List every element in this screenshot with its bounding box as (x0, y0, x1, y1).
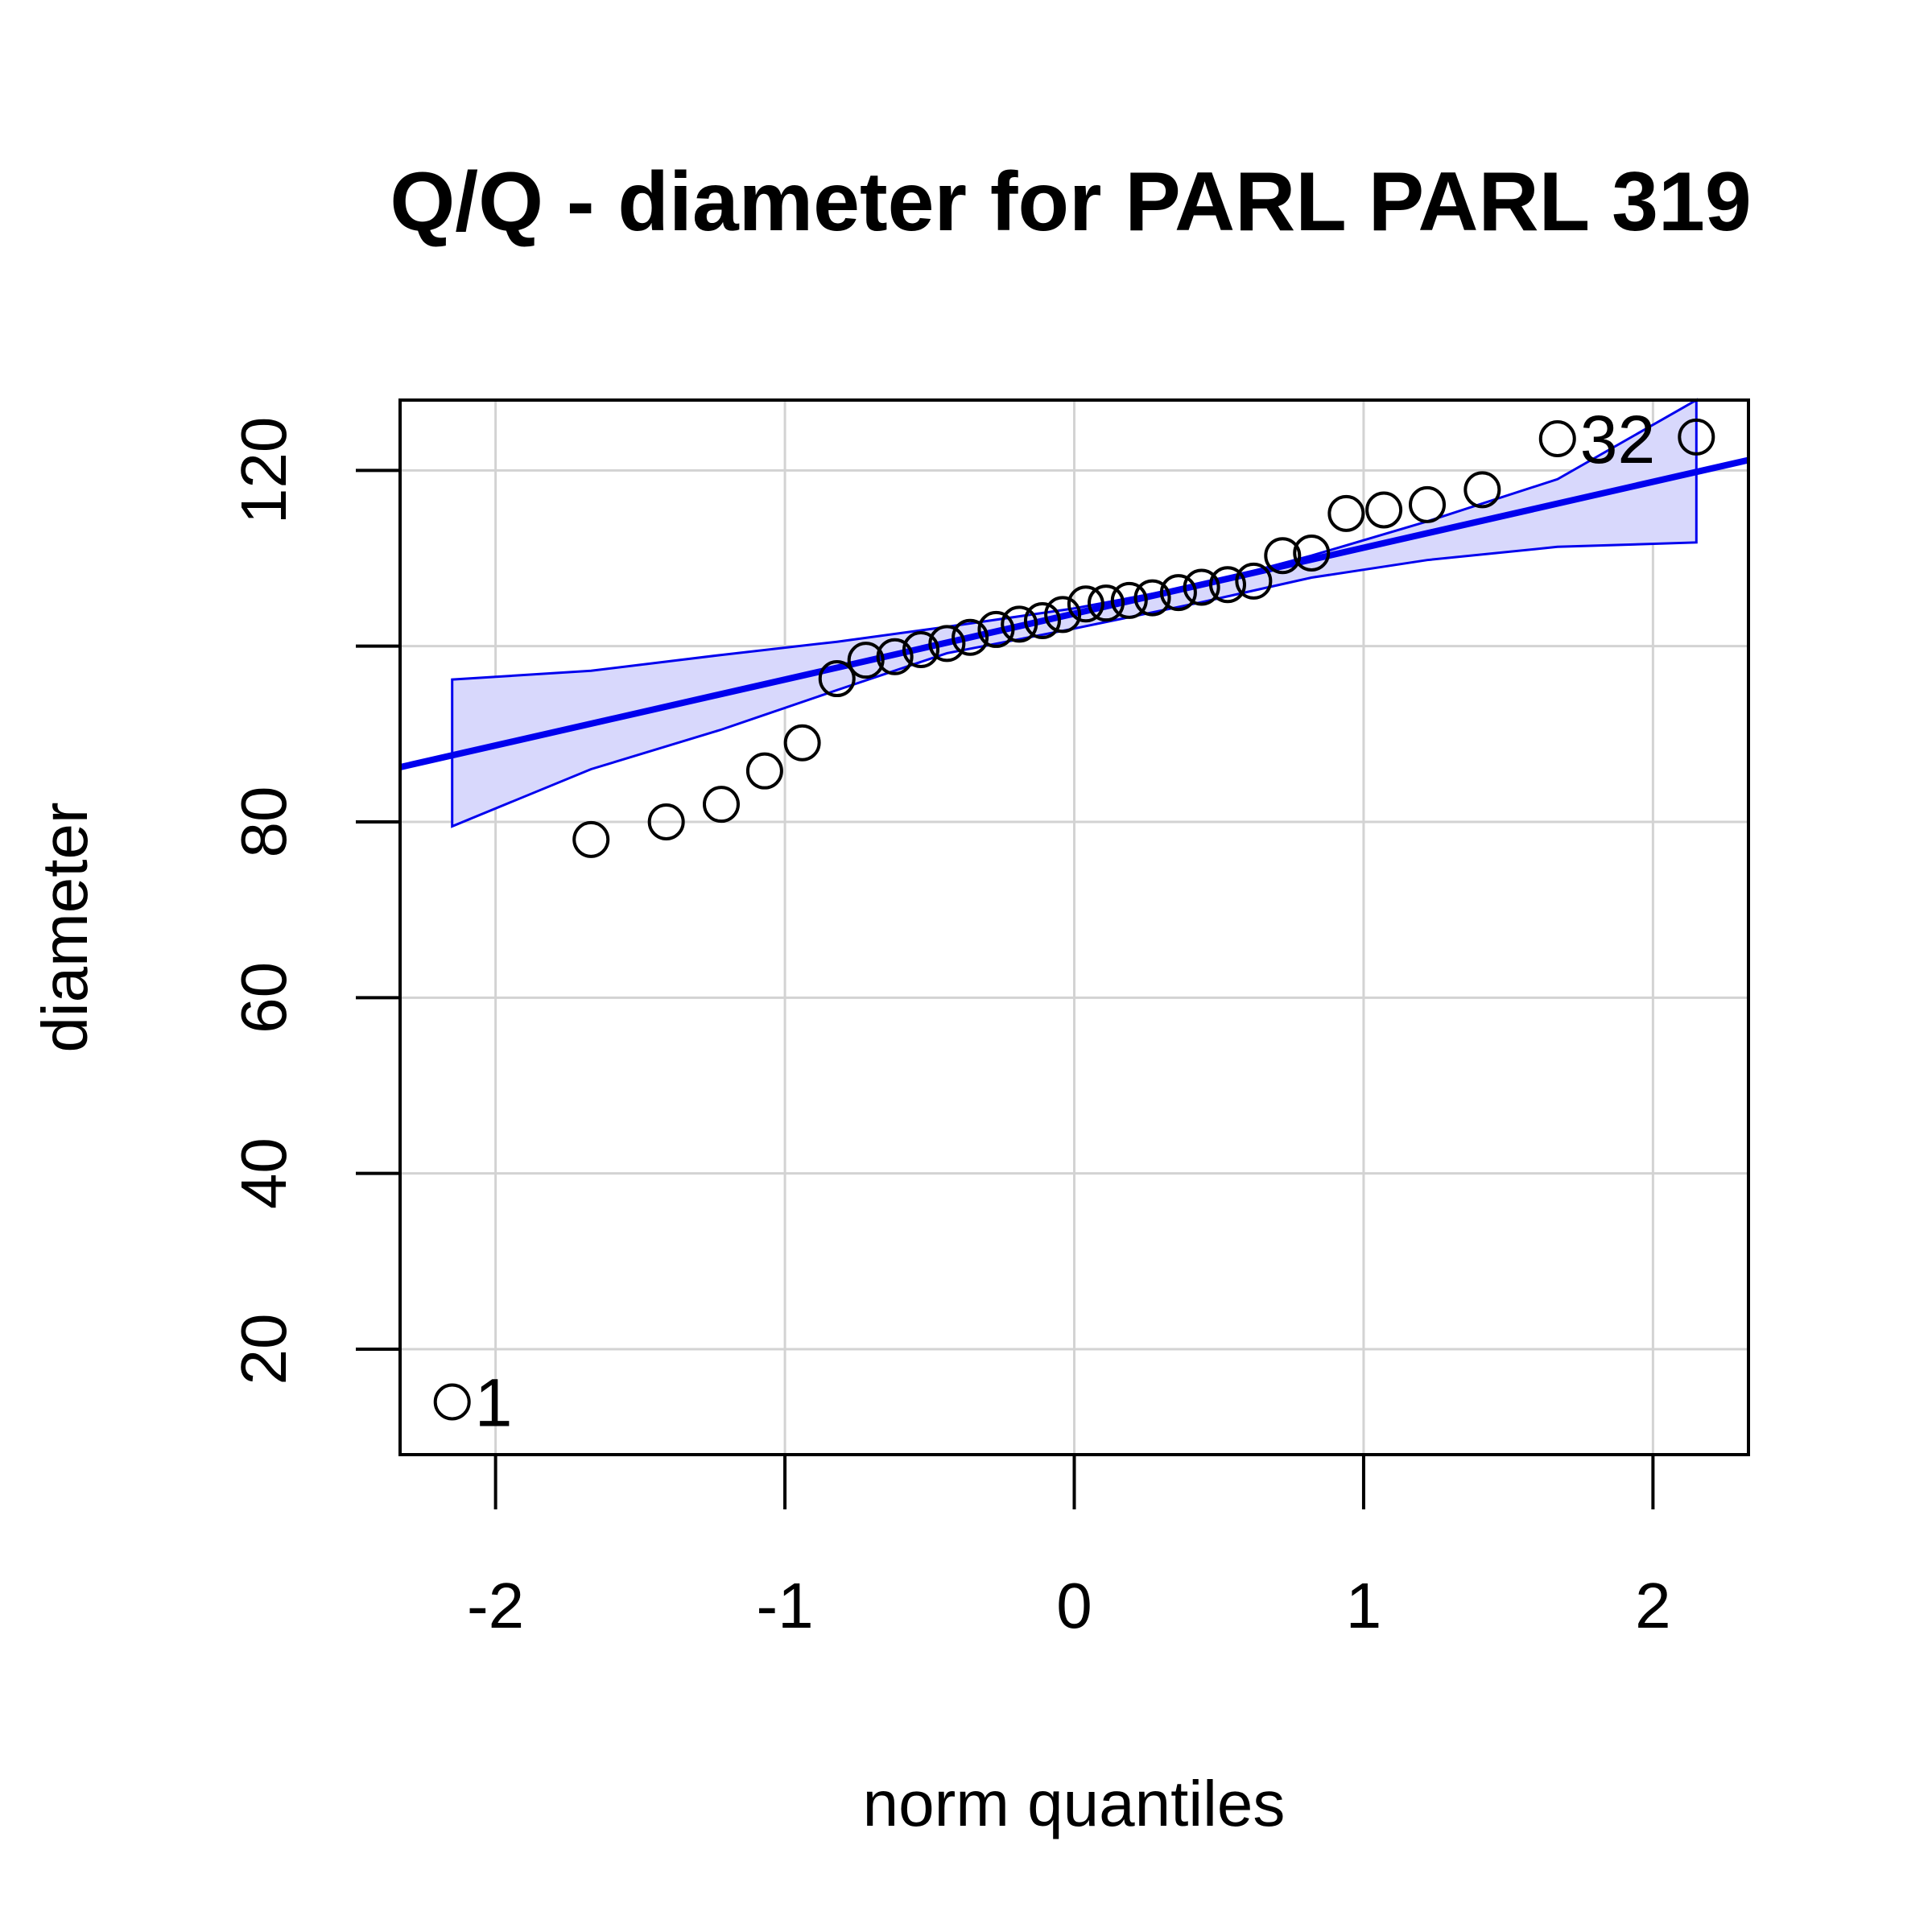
x-tick-label-1: -1 (756, 1570, 813, 1641)
data-point-27 (1327, 494, 1365, 532)
data-point-22 (1183, 568, 1220, 606)
data-points (433, 418, 1715, 1421)
data-point-3 (647, 803, 685, 840)
data-point-32 (1678, 418, 1715, 456)
reference-line (399, 456, 1749, 770)
y-tick-label-0: 20 (228, 1314, 299, 1385)
x-tick-label-3: 1 (1346, 1570, 1382, 1641)
x-axis-label: norm quantiles (863, 1768, 1286, 1839)
point-label-1: 1 (475, 1365, 513, 1441)
grid (400, 400, 1748, 1455)
x-tick-label-0: -2 (467, 1570, 524, 1641)
data-point-4 (702, 786, 740, 824)
y-tick-label-2: 60 (228, 962, 299, 1034)
y-tick-label-3: 80 (228, 786, 299, 858)
data-point-5 (745, 752, 783, 790)
data-point-6 (783, 724, 821, 762)
data-point-29 (1409, 485, 1447, 523)
data-point-19 (1110, 581, 1148, 619)
data-point-24 (1235, 562, 1273, 600)
data-point-17 (1067, 585, 1104, 623)
data-point-16 (1044, 596, 1082, 634)
data-point-18 (1088, 584, 1125, 622)
y-axis: 20 40 60 80 120 (228, 417, 400, 1385)
data-point-23 (1209, 566, 1247, 604)
data-point-20 (1133, 579, 1171, 617)
data-point-8 (847, 642, 885, 679)
data-point-31 (1538, 420, 1576, 458)
data-point-10 (902, 631, 939, 669)
data-point-9 (876, 638, 914, 675)
data-point-15 (1023, 602, 1061, 640)
chart-title: Q/Q - diameter for PARL PARL 319 (390, 155, 1751, 249)
data-point-13 (977, 610, 1015, 648)
data-point-25 (1264, 537, 1302, 575)
data-point-30 (1463, 471, 1501, 509)
x-tick-label-2: 0 (1056, 1570, 1092, 1641)
point-labels: 1 32 (475, 402, 1656, 1440)
data-point-1 (433, 1383, 471, 1421)
data-point-2 (572, 820, 610, 858)
data-point-11 (928, 625, 966, 663)
data-point-14 (1001, 605, 1038, 643)
y-tick-label-5: 120 (228, 417, 299, 524)
data-point-21 (1159, 574, 1197, 612)
data-point-28 (1365, 491, 1403, 529)
y-tick-label-1: 40 (228, 1137, 299, 1209)
x-axis: -2 -1 0 1 2 (467, 1455, 1671, 1641)
y-axis-label: diameter (29, 802, 101, 1052)
point-label-32: 32 (1580, 402, 1655, 477)
data-point-26 (1293, 534, 1331, 572)
data-point-12 (952, 618, 989, 656)
x-tick-label-4: 2 (1635, 1570, 1671, 1641)
data-point-7 (818, 660, 856, 698)
reference-line-layer (399, 456, 1749, 770)
